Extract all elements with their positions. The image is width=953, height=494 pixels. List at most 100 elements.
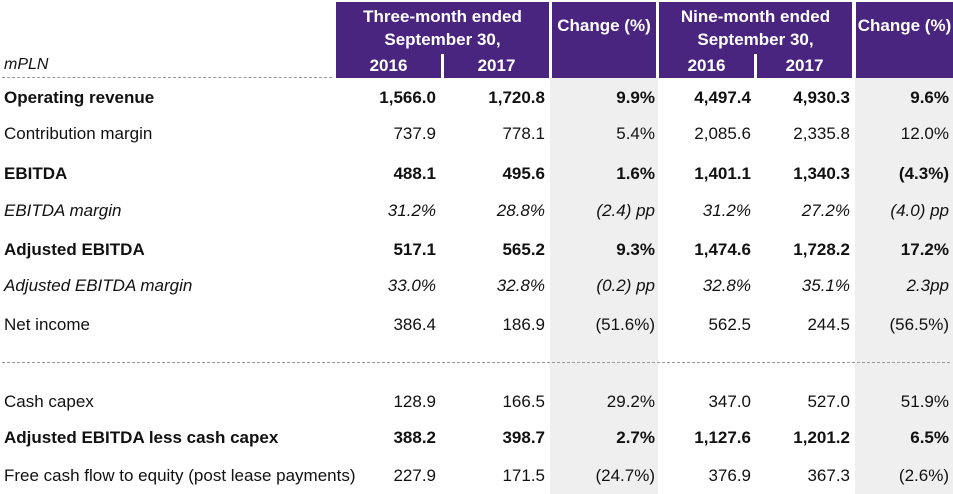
value-9m-2016: 376.9	[708, 466, 751, 485]
value-3m-2016: 227.9	[393, 466, 436, 485]
value-9m-2016: 31.2%	[702, 201, 751, 220]
nine-month-year-2017: 2017	[757, 54, 852, 78]
change-column-shade-3m	[550, 78, 658, 494]
value-3m-2017: 565.2	[502, 240, 545, 259]
change-3m: 1.6%	[616, 164, 655, 183]
three-month-title: Three-month ended September 30,	[363, 7, 522, 49]
three-month-header: Three-month ended September 30,	[336, 2, 549, 54]
change-header-9m: Change (%)	[856, 2, 953, 78]
value-3m-2016: 128.9	[393, 392, 436, 411]
year-label: 2017	[477, 56, 516, 75]
value-3m-2017: 171.5	[502, 466, 545, 485]
value-3m-2016: 386.4	[393, 315, 436, 334]
table-row: Operating revenue 1,566.0 1,720.8 9.9% 4,497…	[0, 86, 953, 110]
value-9m-2016: 1,127.6	[694, 428, 751, 447]
value-3m-2016: 388.2	[393, 428, 436, 447]
value-3m-2017: 32.8%	[496, 276, 545, 295]
table-row: EBITDA margin 31.2% 28.8% (2.4) pp 31.2% 27.2…	[0, 199, 953, 223]
table-row: Contribution margin 737.9 778.1 5.4% 2,085.6…	[0, 122, 953, 146]
three-month-year-2016: 2016	[336, 54, 441, 78]
value-9m-2016: 32.8%	[702, 276, 751, 295]
value-9m-2017: 244.5	[807, 315, 850, 334]
value-3m-2016: 737.9	[393, 124, 436, 143]
value-3m-2016: 31.2%	[387, 201, 436, 220]
change-9m: 17.2%	[900, 240, 949, 259]
section-divider	[2, 362, 950, 363]
year-label: 2017	[785, 56, 824, 75]
value-9m-2017: 4,930.3	[793, 88, 850, 107]
change-9m: 9.6%	[910, 88, 949, 107]
row-label: Contribution margin	[4, 124, 153, 143]
value-3m-2017: 166.5	[502, 392, 545, 411]
value-9m-2016: 2,085.6	[694, 124, 751, 143]
row-label: EBITDA margin	[4, 201, 122, 220]
row-label: EBITDA	[4, 164, 68, 183]
change-9m: (4.3%)	[898, 164, 949, 183]
year-label: 2016	[369, 56, 408, 75]
nine-month-year-2016: 2016	[659, 54, 754, 78]
value-9m-2017: 2,335.8	[793, 124, 850, 143]
value-9m-2016: 347.0	[708, 392, 751, 411]
value-9m-2017: 1,201.2	[793, 428, 850, 447]
value-9m-2016: 562.5	[708, 315, 751, 334]
row-label: Net income	[4, 315, 90, 334]
table-row: Adjusted EBITDA less cash capex 388.2 398.…	[0, 426, 953, 450]
nine-month-header: Nine-month ended September 30,	[659, 2, 852, 54]
change-3m: 29.2%	[606, 392, 655, 411]
change-3m: (24.7%)	[595, 466, 655, 485]
change-label: Change (%)	[557, 16, 651, 35]
table-row: Free cash flow to equity (post lease pay…	[0, 464, 953, 488]
change-3m: 9.9%	[616, 88, 655, 107]
nine-month-title: Nine-month ended September 30,	[680, 7, 831, 49]
value-9m-2016: 4,497.4	[694, 88, 751, 107]
value-3m-2017: 778.1	[502, 124, 545, 143]
value-9m-2017: 527.0	[807, 392, 850, 411]
change-3m: 9.3%	[616, 240, 655, 259]
row-label: Operating revenue	[4, 88, 155, 107]
row-label: Free cash flow to equity (post lease pay…	[4, 466, 356, 485]
three-month-year-2017: 2017	[444, 54, 549, 78]
table-row: Adjusted EBITDA margin 33.0% 32.8% (0.2) pp…	[0, 274, 953, 298]
change-9m: 12.0%	[900, 124, 949, 143]
change-header-3m: Change (%)	[552, 2, 656, 78]
table-row: EBITDA 488.1 495.6 1.6% 1,401.1 1,340.3 (4.3%)	[0, 162, 953, 186]
value-3m-2017: 495.6	[502, 164, 545, 183]
value-9m-2017: 1,728.2	[793, 240, 850, 259]
value-3m-2017: 1,720.8	[488, 88, 545, 107]
change-3m: (0.2) pp	[596, 276, 655, 295]
value-3m-2016: 488.1	[393, 164, 436, 183]
change-3m: 5.4%	[616, 124, 655, 143]
value-3m-2016: 517.1	[393, 240, 436, 259]
value-3m-2016: 1,566.0	[379, 88, 436, 107]
change-9m: (56.5%)	[889, 315, 949, 334]
change-3m: (51.6%)	[595, 315, 655, 334]
change-column-shade-9m	[855, 78, 953, 494]
change-3m: 2.7%	[616, 428, 655, 447]
change-9m: (2.6%)	[898, 466, 949, 485]
change-label: Change (%)	[857, 16, 952, 35]
change-3m: (2.4) pp	[596, 201, 655, 220]
value-3m-2017: 28.8%	[496, 201, 545, 220]
row-label: Adjusted EBITDA	[4, 240, 145, 259]
value-9m-2016: 1,474.6	[694, 240, 751, 259]
value-9m-2017: 27.2%	[801, 201, 850, 220]
value-3m-2016: 33.0%	[387, 276, 436, 295]
unit-label: mPLN	[4, 56, 49, 73]
value-9m-2017: 367.3	[807, 466, 850, 485]
value-9m-2017: 35.1%	[801, 276, 850, 295]
value-3m-2017: 398.7	[502, 428, 545, 447]
change-9m: (4.0) pp	[890, 201, 949, 220]
table-row: Cash capex 128.9 166.5 29.2% 347.0 527.0 51.9%	[0, 390, 953, 414]
value-9m-2016: 1,401.1	[694, 164, 751, 183]
change-9m: 51.9%	[900, 392, 949, 411]
row-label: Adjusted EBITDA less cash capex	[4, 428, 279, 447]
header-divider	[2, 77, 332, 78]
value-9m-2017: 1,340.3	[793, 164, 850, 183]
row-label: Adjusted EBITDA margin	[4, 276, 193, 295]
value-3m-2017: 186.9	[502, 315, 545, 334]
table-row: Adjusted EBITDA 517.1 565.2 9.3% 1,474.6 1,72…	[0, 238, 953, 262]
change-9m: 2.3pp	[906, 276, 949, 295]
table-row: Net income 386.4 186.9 (51.6%) 562.5 244.5 (56…	[0, 313, 953, 337]
row-label: Cash capex	[4, 392, 94, 411]
